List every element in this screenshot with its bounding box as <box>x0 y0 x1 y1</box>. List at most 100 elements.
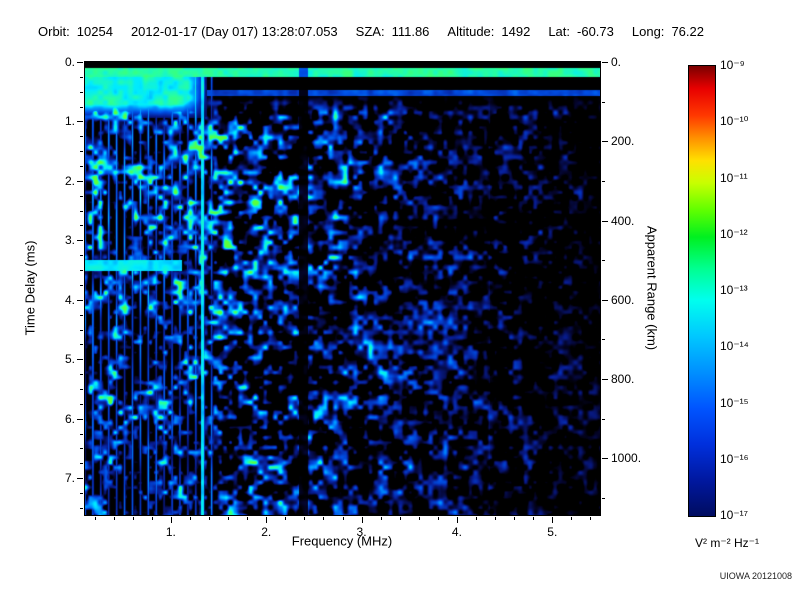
range-tick-label: 0. <box>611 55 622 69</box>
spectrogram-canvas <box>85 62 600 515</box>
y-minor-tick <box>80 507 83 509</box>
range-major-tick <box>602 299 608 301</box>
y-minor-tick <box>80 91 83 93</box>
x-minor-tick <box>514 517 516 520</box>
y-minor-tick <box>80 493 83 494</box>
datetime-value: 2012-01-17 (Day 017) 13:28:07.053 <box>130 24 338 39</box>
colorbar-tick-label: 10⁻¹⁴ <box>720 339 749 354</box>
colorbar-tick-label: 10⁻¹¹ <box>720 170 748 185</box>
y-minor-tick <box>80 463 83 465</box>
y-minor-tick <box>80 76 83 78</box>
y-tick-label: 2. <box>64 173 75 188</box>
range-minor-tick <box>602 418 605 420</box>
plot-frame <box>84 61 601 516</box>
colorbar-tick-label: 10⁻¹⁷ <box>720 508 749 522</box>
colorbar-tick-label: 10⁻¹² <box>720 226 748 241</box>
y-minor-tick <box>80 106 83 108</box>
header-item-orbit: Orbit: 10254 <box>38 24 113 39</box>
x-tick-label: 3. <box>356 525 367 539</box>
y-minor-tick <box>80 210 83 212</box>
altitude-label: Altitude: <box>447 24 495 39</box>
header-info: Orbit: 10254 2012-01-17 (Day 017) 13:28:0… <box>38 24 704 39</box>
y-tick-label: 5. <box>64 352 75 367</box>
lat-value: -60.73 <box>577 24 614 39</box>
y-minor-tick <box>80 448 83 450</box>
range-minor-tick <box>602 497 605 499</box>
x-minor-tick <box>476 517 478 520</box>
range-tick-label: 1000. <box>611 451 642 466</box>
altitude-value: 1492 <box>501 24 531 39</box>
colorbar-tick-label: 10⁻¹³ <box>720 283 748 297</box>
y-major-tick <box>77 418 83 420</box>
y-tick-label: 4. <box>64 292 75 307</box>
x-minor-tick <box>399 517 401 520</box>
range-tick-label: 800. <box>611 372 635 387</box>
range-major-tick <box>602 458 608 460</box>
x-minor-tick <box>342 517 344 520</box>
y-axis-title-left: Time Delay (ms) <box>22 240 38 336</box>
header-item-altitude: Altitude: 1492 <box>447 24 530 39</box>
range-minor-tick <box>602 339 605 341</box>
x-tick-label: 2. <box>261 525 272 539</box>
y-major-tick <box>77 240 83 242</box>
range-major-tick <box>602 62 608 63</box>
x-tick-label: 4. <box>451 525 462 539</box>
long-value: 76.22 <box>671 24 704 39</box>
colorbar-tick-label: 10⁻¹⁵ <box>720 395 749 410</box>
range-tick-label: 400. <box>611 213 635 228</box>
y-major-tick <box>77 299 83 301</box>
x-minor-tick <box>285 517 287 520</box>
range-major-tick <box>602 141 608 143</box>
y-tick-label: 3. <box>64 233 75 248</box>
y-tick-label: 1. <box>64 114 75 129</box>
long-label: Long: <box>631 24 665 39</box>
y-minor-tick <box>80 270 83 272</box>
orbit-label: Orbit: <box>38 24 70 39</box>
y-minor-tick <box>80 151 83 153</box>
y-minor-tick <box>80 284 83 286</box>
x-major-tick <box>552 517 554 523</box>
credit-text: UIOWA 20121008 <box>719 571 792 581</box>
x-major-tick <box>456 517 458 523</box>
x-minor-tick <box>113 517 115 520</box>
range-major-tick <box>602 220 608 222</box>
x-minor-tick <box>380 517 382 520</box>
colorbar-tick-label: 10⁻¹⁶ <box>720 451 749 466</box>
colorbar-tick-label: 10⁻⁹ <box>720 58 745 72</box>
range-minor-tick <box>602 180 605 182</box>
sza-label: SZA: <box>355 24 385 39</box>
x-minor-tick <box>304 517 306 520</box>
x-minor-tick <box>533 517 535 520</box>
y-tick-label: 6. <box>64 411 75 426</box>
range-tick-label: 600. <box>611 292 635 307</box>
y-minor-tick <box>80 166 83 168</box>
y-minor-tick <box>80 403 83 405</box>
x-minor-tick <box>437 517 439 520</box>
colorbar-tick-label: 10⁻¹⁰ <box>720 114 749 129</box>
x-major-tick <box>361 517 363 523</box>
x-minor-tick <box>132 517 134 520</box>
range-tick-label: 200. <box>611 134 635 149</box>
x-minor-tick <box>189 517 191 520</box>
y-major-tick <box>77 359 83 361</box>
y-minor-tick <box>80 388 83 390</box>
x-major-tick <box>170 517 172 523</box>
range-major-tick <box>602 379 608 381</box>
range-minor-tick <box>602 101 605 103</box>
y-minor-tick <box>80 433 83 435</box>
sza-value: 111.86 <box>391 24 430 39</box>
header-item-lat: Lat: -60.73 <box>548 24 614 39</box>
header-item-datetime: 2012-01-17 (Day 017) 13:28:07.053 <box>131 24 338 39</box>
x-minor-tick <box>228 517 230 520</box>
y-minor-tick <box>80 314 83 316</box>
y-minor-tick <box>80 195 83 197</box>
y-major-tick <box>77 478 83 480</box>
y-minor-tick <box>80 136 83 138</box>
colorbar <box>688 65 716 517</box>
y-minor-tick <box>80 225 83 227</box>
range-minor-tick <box>602 260 605 262</box>
header-item-sza: SZA: 111.86 <box>356 24 430 39</box>
x-minor-tick <box>590 517 592 520</box>
x-major-tick <box>266 517 268 523</box>
y-minor-tick <box>80 329 83 331</box>
